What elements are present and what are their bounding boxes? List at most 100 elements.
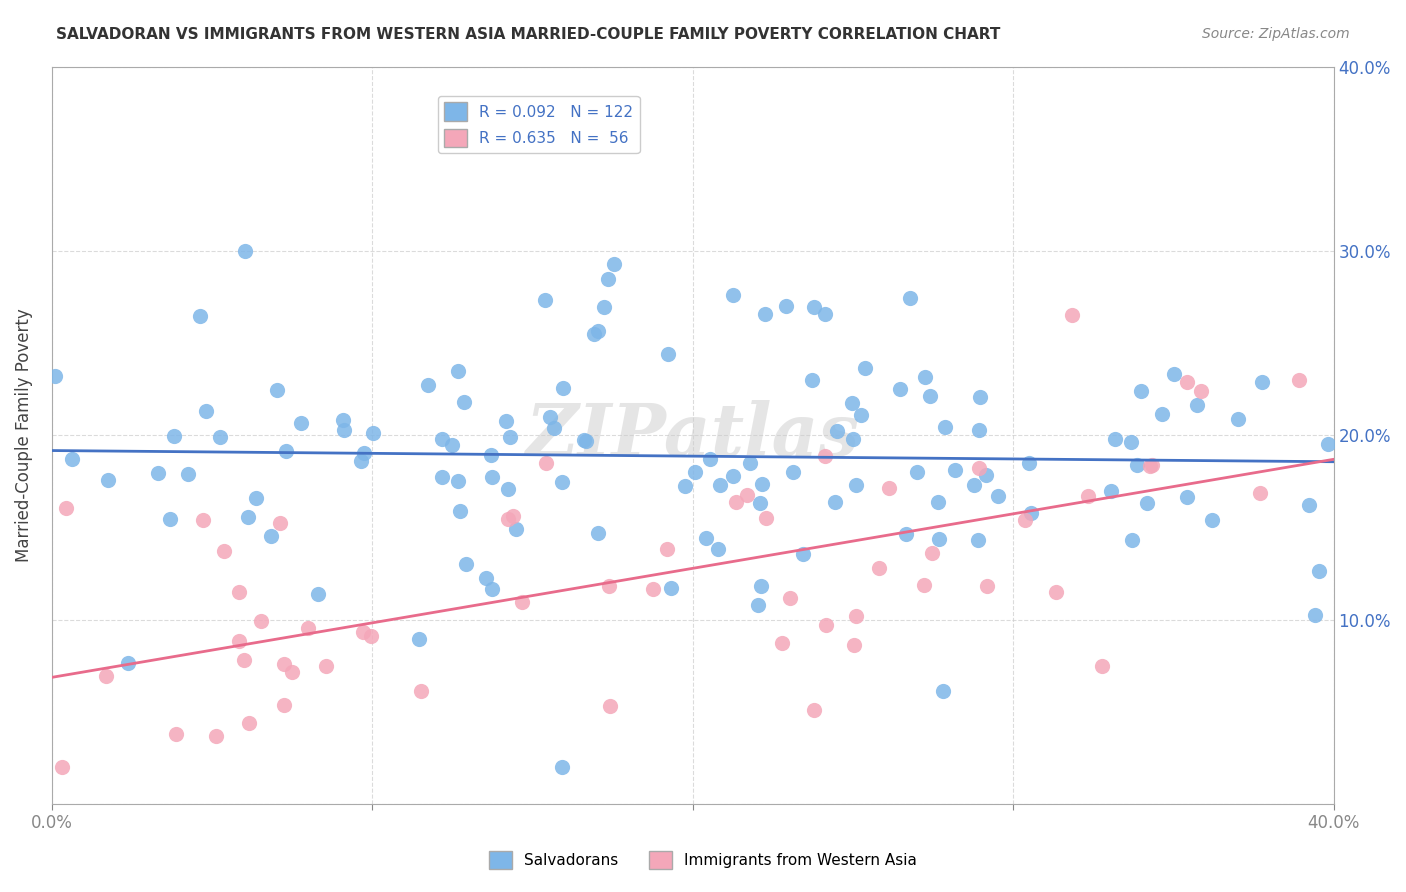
Point <box>441 438 464 452</box>
Point <box>898 291 921 305</box>
Point <box>353 446 375 460</box>
Point <box>588 324 610 338</box>
Point <box>845 477 868 491</box>
Point <box>879 481 901 495</box>
Point <box>845 609 868 624</box>
Point <box>1119 435 1142 450</box>
Point <box>274 443 297 458</box>
Point <box>1014 513 1036 527</box>
Point <box>332 413 354 427</box>
Point <box>51 760 73 774</box>
Point <box>195 404 218 418</box>
Point <box>1018 456 1040 470</box>
Point <box>1152 407 1174 421</box>
Point <box>657 347 679 361</box>
Point <box>575 434 598 449</box>
Point <box>1136 496 1159 510</box>
Point <box>1139 459 1161 474</box>
Legend: R = 0.092   N = 122, R = 0.635   N =  56: R = 0.092 N = 122, R = 0.635 N = 56 <box>439 96 640 153</box>
Point <box>1298 498 1320 512</box>
Point <box>814 449 837 463</box>
Point <box>228 634 250 648</box>
Point <box>96 669 118 683</box>
Point <box>479 448 502 462</box>
Point <box>188 309 211 323</box>
Legend: Salvadorans, Immigrants from Western Asia: Salvadorans, Immigrants from Western Asi… <box>482 845 924 875</box>
Point <box>1060 309 1083 323</box>
Point <box>55 500 77 515</box>
Point <box>481 582 503 597</box>
Point <box>245 491 267 505</box>
Point <box>502 509 524 524</box>
Point <box>117 656 139 670</box>
Point <box>586 526 609 541</box>
Point <box>987 489 1010 503</box>
Point <box>273 698 295 713</box>
Point <box>824 495 846 509</box>
Point <box>1175 490 1198 504</box>
Point <box>1316 437 1339 451</box>
Point <box>447 474 470 488</box>
Point <box>641 582 664 597</box>
Point <box>495 414 517 428</box>
Point <box>921 546 943 560</box>
Point <box>148 467 170 481</box>
Point <box>205 729 228 743</box>
Point <box>238 715 260 730</box>
Point <box>1251 375 1274 389</box>
Point <box>1140 458 1163 472</box>
Point <box>721 287 744 301</box>
Point <box>214 544 236 558</box>
Point <box>163 429 186 443</box>
Point <box>803 703 825 717</box>
Point <box>1091 659 1114 673</box>
Point <box>792 547 814 561</box>
Point <box>1077 490 1099 504</box>
Point <box>349 454 371 468</box>
Point <box>228 585 250 599</box>
Point <box>754 307 776 321</box>
Point <box>928 532 950 546</box>
Point <box>1189 384 1212 399</box>
Point <box>408 632 430 646</box>
Point <box>411 683 433 698</box>
Point <box>496 511 519 525</box>
Point <box>447 364 470 378</box>
Point <box>598 579 620 593</box>
Point <box>963 477 986 491</box>
Point <box>945 463 967 477</box>
Point <box>1126 458 1149 473</box>
Point <box>905 465 928 479</box>
Point <box>236 509 259 524</box>
Point <box>869 561 891 575</box>
Point <box>815 617 838 632</box>
Point <box>62 452 84 467</box>
Point <box>510 595 533 609</box>
Point <box>475 571 498 585</box>
Point <box>596 272 619 286</box>
Point <box>657 541 679 556</box>
Point <box>176 467 198 482</box>
Point <box>1121 533 1143 548</box>
Point <box>699 452 721 467</box>
Point <box>551 760 574 774</box>
Point <box>266 384 288 398</box>
Point <box>603 257 626 271</box>
Point <box>849 409 872 423</box>
Point <box>1185 398 1208 412</box>
Point <box>1045 585 1067 599</box>
Point <box>538 410 561 425</box>
Point <box>1226 412 1249 426</box>
Point <box>683 465 706 479</box>
Point <box>737 487 759 501</box>
Point <box>801 373 824 387</box>
Point <box>97 473 120 487</box>
Point <box>724 495 747 509</box>
Text: Source: ZipAtlas.com: Source: ZipAtlas.com <box>1202 27 1350 41</box>
Point <box>914 369 936 384</box>
Point <box>841 395 863 409</box>
Point <box>496 483 519 497</box>
Text: SALVADORAN VS IMMIGRANTS FROM WESTERN ASIA MARRIED-COUPLE FAMILY POVERTY CORRELA: SALVADORAN VS IMMIGRANTS FROM WESTERN AS… <box>56 27 1001 42</box>
Point <box>1175 375 1198 389</box>
Point <box>599 698 621 713</box>
